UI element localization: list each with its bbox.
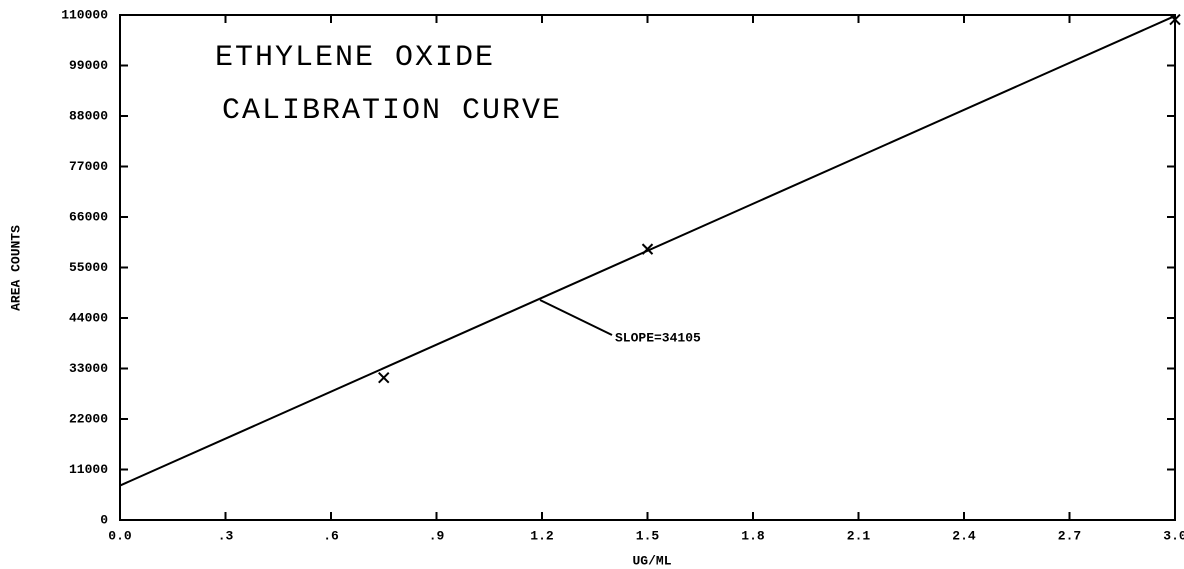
y-tick-label: 22000 xyxy=(69,411,108,426)
x-tick-label: 2.4 xyxy=(952,528,976,543)
y-tick-label: 110000 xyxy=(61,7,108,22)
x-tick-label: 1.5 xyxy=(636,528,660,543)
y-tick-label: 33000 xyxy=(69,361,108,376)
plot-frame xyxy=(119,14,1176,521)
y-axis-label: AREA COUNTS xyxy=(8,225,23,311)
x-tick-label: 2.7 xyxy=(1058,528,1081,543)
chart-title: ETHYLENE OXIDE xyxy=(215,41,495,75)
y-tick-label: 99000 xyxy=(69,58,108,73)
data-point xyxy=(378,371,390,384)
y-tick-label: 77000 xyxy=(69,159,108,174)
y-tick-label: 55000 xyxy=(69,260,108,275)
fit-line xyxy=(119,15,1176,487)
y-tick-label: 11000 xyxy=(69,462,108,477)
y-tick-label: 44000 xyxy=(69,310,108,325)
x-tick-label: 0.0 xyxy=(108,528,132,543)
x-tick-label: 1.8 xyxy=(741,528,765,543)
y-tick-label: 88000 xyxy=(69,108,108,123)
x-tick-label: .9 xyxy=(429,528,445,543)
x-axis-label: UG/ML xyxy=(632,553,671,568)
x-tick-label: 3.0 xyxy=(1163,528,1184,543)
data-point xyxy=(641,243,654,255)
annotation: SLOPE=34105 xyxy=(615,330,701,345)
chart-title: CALIBRATION CURVE xyxy=(222,94,562,128)
x-tick-label: .3 xyxy=(218,528,234,543)
y-tick-label: 0 xyxy=(100,512,108,527)
x-tick-label: .6 xyxy=(323,528,339,543)
x-tick-label: 2.1 xyxy=(847,528,871,543)
data-point xyxy=(1169,13,1181,26)
y-tick-label: 66000 xyxy=(69,209,108,224)
x-tick-label: 1.2 xyxy=(530,528,554,543)
annotation-leader xyxy=(539,299,613,336)
